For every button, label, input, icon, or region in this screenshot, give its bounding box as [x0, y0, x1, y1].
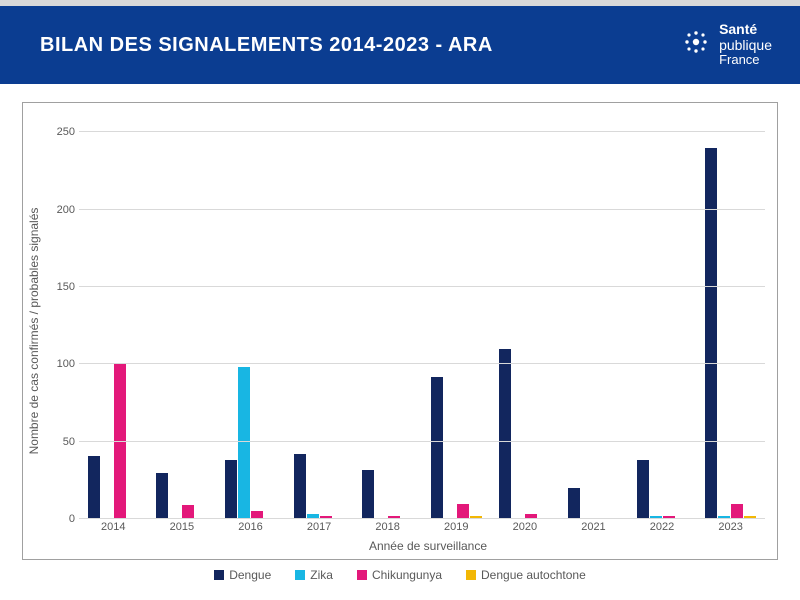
y-tick: 0 — [69, 513, 75, 525]
bar-group — [628, 117, 697, 519]
legend-label: Zika — [310, 568, 333, 582]
y-axis-label: Nombre de cas confirmés / probables sign… — [27, 208, 41, 455]
header: BILAN DES SIGNALEMENTS 2014-2023 - ARA — [0, 6, 800, 84]
legend-item-zika: Zika — [295, 568, 333, 582]
legend-item-dengue_autochtone: Dengue autochtone — [466, 568, 586, 582]
x-tick: 2018 — [353, 519, 422, 539]
bar-group — [285, 117, 354, 519]
grid-line — [79, 518, 765, 519]
ylabel-col: Nombre de cas confirmés / probables sign… — [23, 103, 45, 559]
bar-group — [79, 117, 148, 519]
legend-item-chikungunya: Chikungunya — [357, 568, 442, 582]
y-tick: 150 — [57, 281, 75, 293]
swatch-icon — [357, 570, 367, 580]
page: BILAN DES SIGNALEMENTS 2014-2023 - ARA — [0, 0, 800, 600]
swatch-icon — [295, 570, 305, 580]
y-tick: 250 — [57, 126, 75, 138]
bar-dengue — [705, 148, 717, 519]
x-tick: 2014 — [79, 519, 148, 539]
x-tick: 2019 — [422, 519, 491, 539]
logo-text: Santé publique France — [719, 22, 772, 67]
plot-area — [79, 117, 765, 519]
x-tick: 2017 — [285, 519, 354, 539]
bar-zika — [238, 367, 250, 519]
bar-dengue — [225, 460, 237, 519]
y-ticks: 0 50 100 150 200 250 — [45, 103, 79, 559]
swatch-icon — [214, 570, 224, 580]
logo: Santé publique France — [681, 22, 772, 67]
bar-group — [422, 117, 491, 519]
logo-line1: Santé — [719, 22, 772, 37]
legend-label: Dengue — [229, 568, 271, 582]
swatch-icon — [466, 570, 476, 580]
x-tick: 2021 — [559, 519, 628, 539]
x-tick: 2016 — [216, 519, 285, 539]
logo-line3: France — [719, 53, 772, 67]
bar-group — [491, 117, 560, 519]
bar-dengue — [88, 456, 100, 519]
chart-box: Nombre de cas confirmés / probables sign… — [22, 102, 778, 560]
x-tick: 2020 — [491, 519, 560, 539]
x-tick: 2023 — [696, 519, 765, 539]
bar-groups — [79, 117, 765, 519]
page-title: BILAN DES SIGNALEMENTS 2014-2023 - ARA — [40, 34, 493, 57]
bar-group — [559, 117, 628, 519]
bar-group — [696, 117, 765, 519]
bar-dengue — [156, 473, 168, 519]
chart-container: Nombre de cas confirmés / probables sign… — [0, 84, 800, 600]
legend: Dengue Zika Chikungunya Dengue autochtone — [22, 560, 778, 590]
x-ticks: 2014201520162017201820192020202120222023 — [79, 519, 765, 539]
y-tick: 200 — [57, 204, 75, 216]
bar-group — [353, 117, 422, 519]
logo-line2: publique — [719, 38, 772, 53]
bar-dengue — [499, 349, 511, 519]
x-tick: 2022 — [628, 519, 697, 539]
y-tick: 50 — [63, 436, 75, 448]
bar-chikungunya — [182, 505, 194, 519]
bar-dengue — [431, 377, 443, 519]
grid-line — [79, 286, 765, 287]
bar-group — [216, 117, 285, 519]
bar-chikungunya — [457, 504, 469, 519]
logo-icon — [681, 27, 711, 62]
legend-label: Dengue autochtone — [481, 568, 586, 582]
bar-chikungunya — [731, 504, 743, 519]
grid-line — [79, 131, 765, 132]
bar-dengue — [568, 488, 580, 519]
grid-line — [79, 441, 765, 442]
x-tick: 2015 — [148, 519, 217, 539]
bar-dengue — [362, 470, 374, 519]
y-tick: 100 — [57, 358, 75, 370]
plot-col: 2014201520162017201820192020202120222023… — [79, 103, 777, 559]
x-axis-label: Année de surveillance — [79, 539, 777, 559]
grid-line — [79, 209, 765, 210]
bar-dengue — [294, 454, 306, 519]
bar-group — [148, 117, 217, 519]
grid-line — [79, 363, 765, 364]
legend-label: Chikungunya — [372, 568, 442, 582]
bar-dengue — [637, 460, 649, 519]
legend-item-dengue: Dengue — [214, 568, 271, 582]
